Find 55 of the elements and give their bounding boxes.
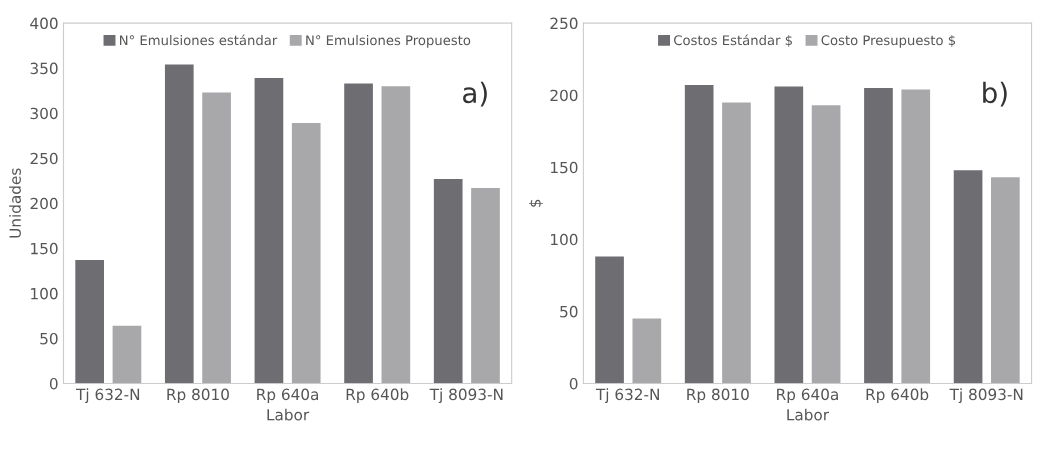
legend-label: N° Emulsiones Propuesto <box>306 34 471 48</box>
y-axis-title: Unidades <box>9 168 21 238</box>
bar <box>202 92 231 384</box>
bar <box>811 105 841 384</box>
y-tick-label: 200 <box>550 89 578 102</box>
y-tick-label: 0 <box>569 377 578 390</box>
x-tick-label: Tj 8093-N <box>429 388 503 404</box>
bar <box>112 325 142 384</box>
y-tick-label: 250 <box>550 17 578 30</box>
bar <box>595 256 624 384</box>
bar <box>344 83 373 384</box>
x-tick-label: Rp 8010 <box>687 388 749 404</box>
y-tick-label: 200 <box>30 197 58 210</box>
y-tick-label: 150 <box>31 242 58 255</box>
bar <box>901 89 931 384</box>
x-tick-label: Rp 640a <box>777 388 838 404</box>
annotation: b) <box>983 81 1007 107</box>
x-tick-label: Rp 640a <box>257 388 319 404</box>
y-tick-label: 0 <box>49 377 58 390</box>
legend-label: Costo Presupuesto $ <box>821 34 956 48</box>
x-tick-label: Tj 8093-N <box>949 388 1023 404</box>
bar <box>164 64 194 384</box>
y-tick-label: 350 <box>30 62 58 75</box>
y-tick-label: 50 <box>560 305 578 318</box>
x-tick-label: Tj 632-N <box>595 388 659 404</box>
x-tick-label: Tj 632-N <box>75 388 140 404</box>
x-axis-title: Labor <box>787 408 830 421</box>
bar <box>254 78 284 384</box>
annotation: a) <box>463 81 487 107</box>
x-axis-title: Labor <box>267 408 310 421</box>
y-tick-label: 100 <box>551 233 578 246</box>
legend-label: Costos Estándar $ <box>674 34 792 47</box>
y-tick-label: 50 <box>40 332 58 345</box>
bar <box>864 87 893 384</box>
bar <box>381 86 411 384</box>
bar <box>991 177 1020 384</box>
bar <box>774 86 804 384</box>
x-tick-label: Rp 8010 <box>167 388 229 404</box>
y-tick-label: 150 <box>551 161 578 174</box>
bar <box>75 260 104 384</box>
bar <box>953 170 983 384</box>
bar <box>722 102 751 384</box>
x-tick-label: Rp 640b <box>866 388 929 404</box>
y-tick-label: 400 <box>30 17 58 30</box>
x-tick-label: Rp 640b <box>346 388 409 404</box>
legend-label: N° Emulsiones estándar <box>120 34 278 46</box>
bar <box>684 85 714 384</box>
y-tick-label: 300 <box>30 107 58 120</box>
bar <box>632 318 662 384</box>
y-tick-label: 250 <box>30 152 58 165</box>
bar <box>291 123 321 384</box>
y-tick-label: 100 <box>31 287 58 300</box>
bar <box>433 178 463 384</box>
bar <box>471 187 500 384</box>
y-axis-title: $ <box>529 199 543 207</box>
